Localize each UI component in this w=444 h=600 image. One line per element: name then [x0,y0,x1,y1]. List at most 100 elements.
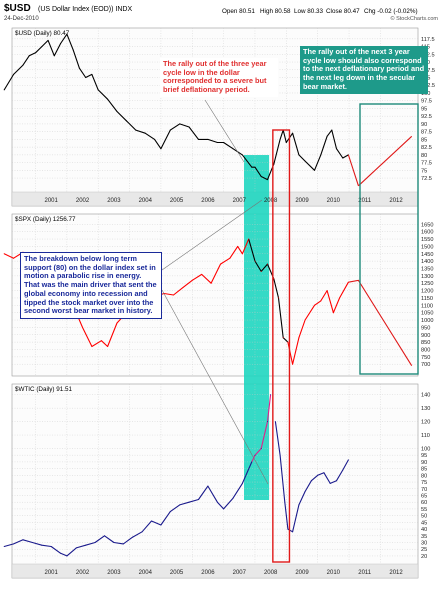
y-tick-label: 1500 [421,244,433,250]
usd-point [72,49,74,51]
spx-point [116,322,118,324]
y-tick-label: 60 [421,500,427,506]
x-tick-label: 2004 [139,198,153,204]
usd-point [22,64,24,66]
wtic-point [336,480,337,482]
wtic-point [284,501,286,503]
wtic-point [251,461,253,463]
y-tick-label: 80 [421,473,427,479]
spx-point [229,257,231,259]
wtic-point [342,469,344,471]
spx-projection-line [348,279,413,366]
y-tick-label: 85 [421,137,427,143]
y-tick-label: 107.5 [421,68,435,74]
usd-point [85,77,87,78]
spx-point [241,253,243,255]
wtic-point [287,528,289,530]
usd-point [331,129,333,131]
y-tick-label: 82.5 [421,145,432,151]
y-tick-label: 80 [421,153,427,159]
spx-point [282,337,284,339]
x-tick-label: 2010 [327,570,341,576]
x-tick-label: 2009 [295,570,309,576]
y-tick-label: 1100 [421,303,433,309]
x-tick-label: 2006 [201,198,215,204]
spx-point [292,363,294,365]
teal-projection-box [359,103,419,375]
spx-line-post [287,281,349,365]
usd-point [53,55,55,57]
wtic-point [141,531,143,533]
usd-point [97,89,99,91]
spx-point [278,297,279,299]
y-tick-label: 117.5 [421,37,435,43]
x-tick-label: 2006 [201,570,215,576]
x-tick-label: 2002 [76,570,90,576]
y-tick-label: 1400 [421,259,433,265]
usd-point [28,55,30,57]
usd-point [232,148,234,150]
x-tick-label: 2002 [76,198,90,204]
x-tick-label: 2003 [107,198,121,204]
y-tick-label: 130 [421,406,430,412]
y-tick-label: 85 [421,467,427,473]
usd-point [314,169,315,171]
usd-point [47,39,49,41]
y-tick-label: 90 [421,122,427,128]
y-tick-label: 850 [421,340,430,346]
spx-point [107,346,109,347]
wtic-point [270,394,272,396]
header-open: Open 80.51 [222,8,255,15]
x-tick-label: 2011 [358,198,372,204]
usd-point [179,123,181,125]
wtic-legend: $WTIC (Daily) 91.51 [15,386,73,393]
spx-point [314,304,315,306]
wtic-point [279,454,281,456]
red-highlight-box [272,129,291,563]
y-tick-label: 700 [421,362,430,368]
wtic-point [310,480,312,482]
usd-point [188,126,190,128]
usd-point [125,120,127,122]
usd-point [78,67,80,69]
wtic-point [207,485,209,487]
spx-point [287,341,289,343]
usd-point [273,163,275,165]
y-tick-label: 50 [421,514,427,520]
wtic-point [329,482,331,484]
wtic-line-pre [4,461,253,557]
usd-point [254,166,256,168]
annotation-blue: The breakdown below long term support (8… [20,252,162,320]
spx-point [91,346,93,347]
wtic-point [304,491,306,492]
header-close: Close 80.47 [326,8,360,15]
y-tick-label: 1350 [421,266,433,272]
x-tick-label: 2003 [107,570,121,576]
wtic-point [298,504,300,506]
usd-point [198,138,199,140]
x-tick-label: 2005 [170,198,184,204]
wtic-point [22,539,24,541]
x-tick-label: 2008 [264,198,278,204]
header-description: (US Dollar Index (EOD)) INDX [38,6,132,13]
wtic-point [151,520,152,522]
wtic-point [169,511,171,513]
usd-projection-drop [347,154,359,186]
y-tick-label: 20 [421,554,427,560]
y-tick-label: 140 [421,393,430,399]
wtic-point [232,497,234,499]
y-tick-label: 1000 [421,318,433,324]
spx-point [3,253,5,255]
y-tick-label: 25 [421,547,427,553]
wtic-point [132,536,134,538]
wtic-point [41,544,43,546]
y-tick-label: 45 [421,520,427,526]
usd-point [169,129,171,131]
spx-point [304,319,306,321]
y-tick-label: 800 [421,347,430,353]
y-tick-label: 90 [421,460,427,466]
spx-point [254,260,256,262]
spx-legend: $SPX (Daily) 1256.77 [15,216,76,223]
spx-point [273,278,275,280]
usd-point [35,52,36,54]
